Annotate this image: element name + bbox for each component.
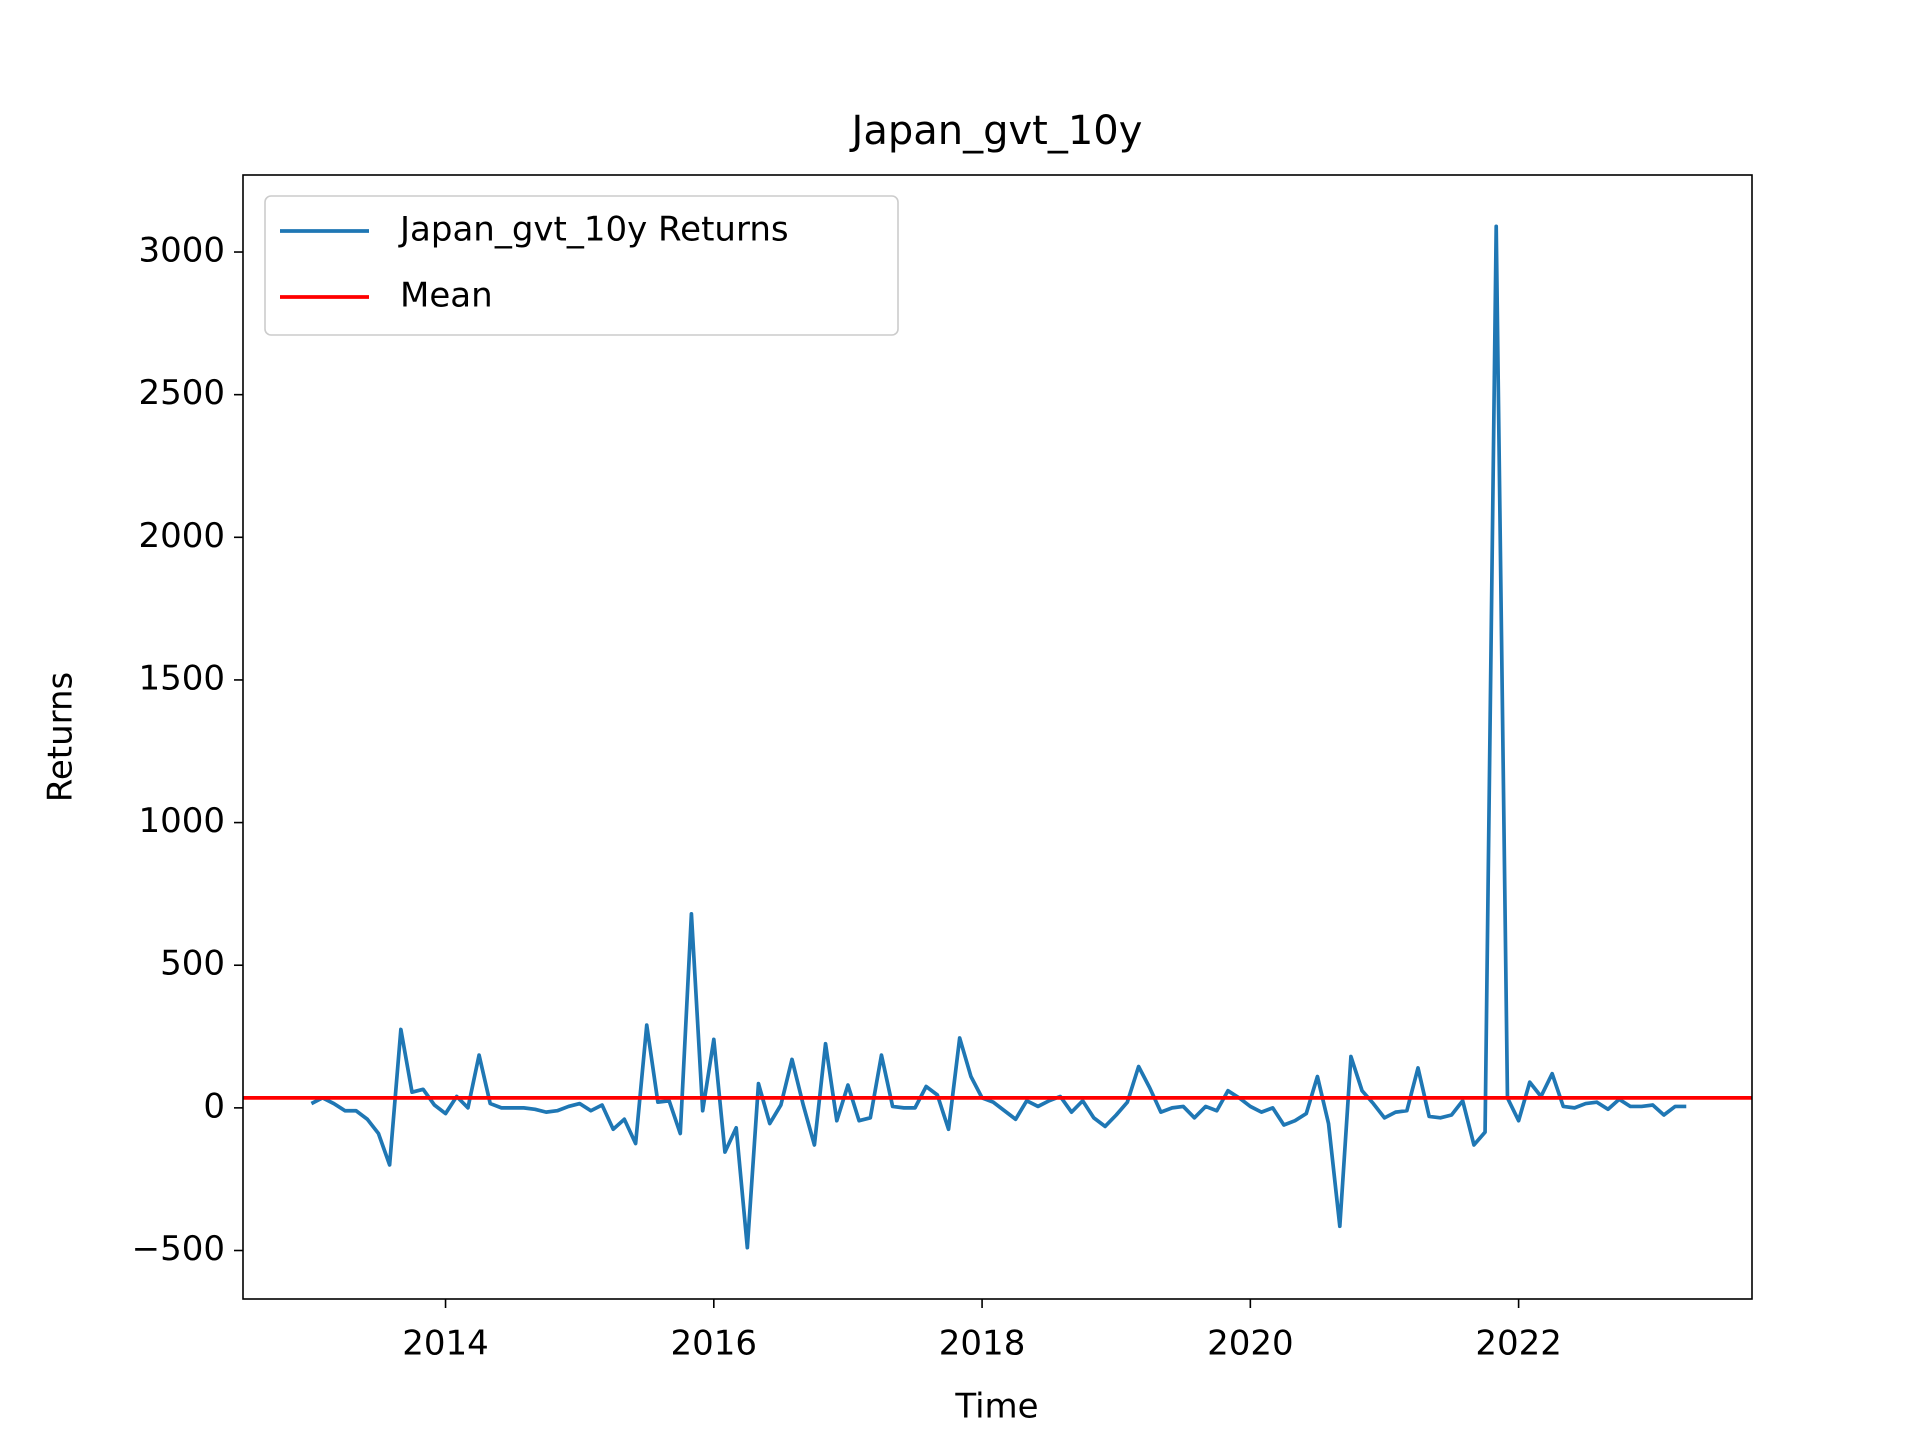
x-tick-label: 2014 bbox=[402, 1324, 489, 1364]
x-tick-label: 2020 bbox=[1207, 1324, 1294, 1364]
chart-title: Japan_gvt_10y bbox=[849, 108, 1143, 154]
y-tick-label: 2000 bbox=[138, 516, 225, 556]
legend-label: Mean bbox=[400, 276, 493, 316]
legend-box bbox=[264, 195, 899, 336]
x-tick-label: 2022 bbox=[1475, 1324, 1562, 1364]
y-tick-label: 1500 bbox=[138, 658, 225, 698]
y-tick-label: 2500 bbox=[138, 373, 225, 413]
x-tick-label: 2016 bbox=[671, 1324, 758, 1364]
y-tick-label: 0 bbox=[203, 1086, 225, 1126]
y-axis-label: Returns bbox=[41, 672, 81, 803]
legend-label: Japan_gvt_10y Returns bbox=[398, 210, 789, 250]
plot-frame bbox=[242, 174, 1753, 1300]
x-axis-label: Time bbox=[954, 1387, 1038, 1427]
y-tick-label: 3000 bbox=[138, 231, 225, 271]
y-tick-label: 500 bbox=[160, 944, 225, 984]
y-tick-label: 1000 bbox=[138, 801, 225, 841]
y-tick-label: −500 bbox=[132, 1229, 225, 1269]
data-line bbox=[310, 224, 1687, 1250]
x-tick-label: 2018 bbox=[939, 1324, 1026, 1364]
